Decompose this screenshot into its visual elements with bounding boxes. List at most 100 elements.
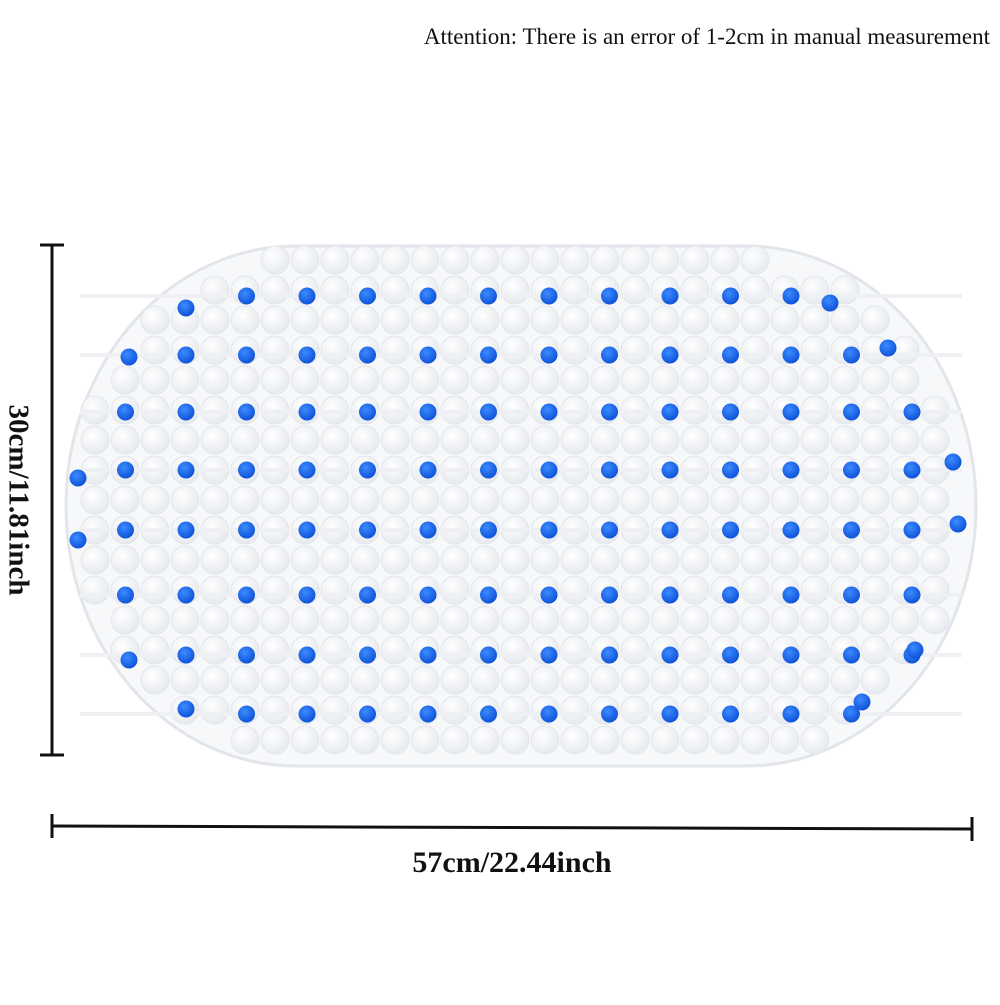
bubble (470, 545, 500, 575)
blue-dot (782, 403, 800, 421)
bubble (470, 245, 500, 275)
bubble (710, 605, 740, 635)
bubble (410, 305, 440, 335)
bubble (260, 545, 290, 575)
bubble (620, 365, 650, 395)
bubble (230, 605, 260, 635)
bubble (380, 605, 410, 635)
bubble (440, 305, 470, 335)
bubble (770, 485, 800, 515)
blue-dot (298, 346, 316, 364)
bubble (740, 275, 770, 305)
blue-dot (540, 461, 558, 479)
bubble (920, 425, 950, 455)
blue-dot (843, 346, 860, 364)
bubble (590, 365, 620, 395)
bubble (440, 665, 470, 695)
bubble (710, 485, 740, 515)
blue-dot (782, 287, 800, 305)
bubble (860, 575, 890, 605)
bubble (800, 605, 830, 635)
bubble (290, 485, 320, 515)
bubble (230, 485, 260, 515)
blue-dot (359, 346, 376, 364)
bubble (290, 605, 320, 635)
blue-dot (238, 287, 255, 305)
bubble (860, 425, 890, 455)
bubble (890, 425, 920, 455)
bubble (890, 365, 920, 395)
bubble (80, 545, 110, 575)
bubble (350, 545, 380, 575)
blue-dot (540, 287, 558, 305)
bubble (680, 305, 710, 335)
blue-dot (843, 403, 860, 421)
blue-dot (843, 461, 860, 479)
bubble (440, 575, 470, 605)
bubble (560, 245, 590, 275)
bubble (470, 365, 500, 395)
bubble (320, 485, 350, 515)
blue-dot (177, 521, 195, 539)
bubble (560, 425, 590, 455)
blue-dot (661, 521, 679, 539)
bubble (410, 245, 440, 275)
bubble (200, 575, 230, 605)
bubble (380, 275, 410, 305)
bubble (620, 425, 650, 455)
bubble (860, 635, 890, 665)
bubble (200, 665, 230, 695)
blue-dot (540, 646, 558, 664)
blue-dot (722, 705, 739, 723)
bubble (380, 635, 410, 665)
bubble (200, 485, 230, 515)
blue-dot (903, 586, 921, 604)
bubble (500, 545, 530, 575)
bubble (650, 485, 680, 515)
bubble (500, 575, 530, 605)
bubble (200, 335, 230, 365)
bubble (140, 545, 170, 575)
bubble (590, 665, 620, 695)
bubble (200, 695, 230, 725)
bubble (110, 485, 140, 515)
blue-dot (359, 461, 376, 479)
bubble (290, 545, 320, 575)
bubble (740, 545, 770, 575)
bubble (650, 425, 680, 455)
bubble (680, 695, 710, 725)
bubble (530, 485, 560, 515)
bubble (800, 695, 830, 725)
bubble (350, 305, 380, 335)
blue-dot (821, 294, 839, 312)
blue-dot (843, 705, 860, 723)
blue-dot (722, 346, 739, 364)
bubble (260, 665, 290, 695)
bubble (440, 545, 470, 575)
bubble (530, 725, 560, 755)
blue-dot (238, 586, 255, 604)
blue-dot (661, 586, 679, 604)
bubble (560, 545, 590, 575)
bubble (740, 305, 770, 335)
attention-note: Attention: There is an error of 1-2cm in… (424, 24, 991, 49)
bubble (170, 485, 200, 515)
width-dimension: 57cm/22.44inch (50, 814, 974, 879)
bubble (680, 665, 710, 695)
bubble (710, 365, 740, 395)
bubble (560, 365, 590, 395)
bubble (620, 605, 650, 635)
blue-dot (359, 586, 376, 604)
bubble (200, 425, 230, 455)
bubble (560, 695, 590, 725)
blue-dot (722, 646, 739, 664)
bubble (260, 305, 290, 335)
bubble (380, 665, 410, 695)
blue-dot (722, 586, 739, 604)
bubble (320, 575, 350, 605)
bubble (530, 245, 560, 275)
blue-dot (601, 705, 618, 723)
bubble (740, 425, 770, 455)
bubble (800, 665, 830, 695)
blue-dot (419, 461, 437, 479)
